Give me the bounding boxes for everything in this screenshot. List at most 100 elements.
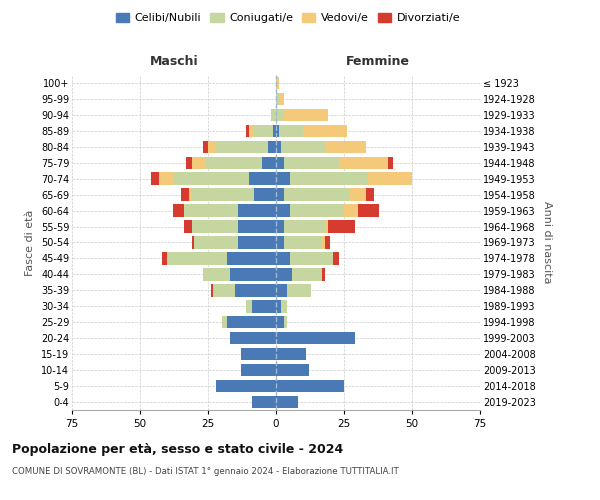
Bar bbox=[203, 268, 230, 280]
Bar bbox=[162, 252, 167, 264]
Bar bbox=[276, 268, 292, 280]
Bar bbox=[287, 284, 311, 296]
Bar bbox=[344, 204, 358, 217]
Bar bbox=[216, 380, 276, 392]
Bar bbox=[322, 236, 325, 248]
Bar bbox=[208, 140, 216, 153]
Y-axis label: Fasce di età: Fasce di età bbox=[25, 210, 35, 276]
Bar bbox=[284, 236, 322, 248]
Bar bbox=[284, 220, 325, 233]
Bar bbox=[216, 140, 268, 153]
Bar bbox=[191, 156, 205, 169]
Bar bbox=[279, 92, 284, 105]
Bar bbox=[167, 252, 227, 264]
Bar bbox=[325, 140, 366, 153]
Bar bbox=[276, 236, 284, 248]
Bar bbox=[276, 316, 284, 328]
Bar bbox=[251, 300, 276, 312]
Bar bbox=[221, 316, 227, 328]
Bar bbox=[191, 188, 254, 201]
Text: Maschi: Maschi bbox=[149, 56, 199, 68]
Bar bbox=[249, 172, 276, 185]
Bar bbox=[328, 220, 355, 233]
Bar bbox=[159, 172, 173, 185]
Bar bbox=[227, 316, 276, 328]
Bar bbox=[241, 364, 276, 376]
Bar bbox=[181, 188, 189, 201]
Y-axis label: Anni di nascita: Anni di nascita bbox=[542, 201, 553, 284]
Bar bbox=[251, 396, 276, 408]
Bar bbox=[238, 220, 276, 233]
Bar bbox=[290, 204, 344, 217]
Bar bbox=[276, 124, 279, 137]
Bar bbox=[290, 172, 368, 185]
Text: Femmine: Femmine bbox=[346, 56, 410, 68]
Bar bbox=[246, 300, 251, 312]
Bar bbox=[273, 124, 276, 137]
Bar bbox=[281, 140, 325, 153]
Bar bbox=[276, 300, 281, 312]
Bar bbox=[284, 316, 287, 328]
Bar bbox=[191, 236, 194, 248]
Bar bbox=[184, 220, 191, 233]
Bar bbox=[284, 188, 349, 201]
Bar bbox=[227, 252, 276, 264]
Bar bbox=[276, 348, 306, 360]
Bar bbox=[238, 236, 276, 248]
Bar bbox=[333, 252, 338, 264]
Bar bbox=[276, 108, 284, 121]
Bar bbox=[191, 220, 238, 233]
Bar bbox=[211, 284, 214, 296]
Bar bbox=[388, 156, 393, 169]
Bar bbox=[186, 156, 191, 169]
Bar bbox=[276, 77, 279, 89]
Bar bbox=[276, 204, 290, 217]
Bar bbox=[271, 108, 276, 121]
Bar bbox=[358, 204, 379, 217]
Bar bbox=[276, 364, 308, 376]
Bar bbox=[338, 156, 388, 169]
Bar bbox=[276, 380, 344, 392]
Bar bbox=[230, 332, 276, 344]
Bar bbox=[230, 268, 276, 280]
Text: Popolazione per età, sesso e stato civile - 2024: Popolazione per età, sesso e stato civil… bbox=[12, 442, 343, 456]
Bar bbox=[366, 188, 374, 201]
Legend: Celibi/Nubili, Coniugati/e, Vedovi/e, Divorziati/e: Celibi/Nubili, Coniugati/e, Vedovi/e, Di… bbox=[112, 8, 464, 28]
Bar bbox=[249, 124, 254, 137]
Bar bbox=[276, 396, 298, 408]
Bar bbox=[276, 284, 287, 296]
Bar bbox=[184, 204, 238, 217]
Bar bbox=[203, 140, 208, 153]
Bar bbox=[325, 236, 331, 248]
Bar bbox=[214, 284, 235, 296]
Bar bbox=[254, 124, 273, 137]
Bar bbox=[276, 92, 279, 105]
Bar bbox=[276, 252, 290, 264]
Bar bbox=[235, 284, 276, 296]
Bar bbox=[281, 300, 287, 312]
Bar bbox=[322, 268, 325, 280]
Bar bbox=[284, 108, 328, 121]
Bar bbox=[276, 140, 281, 153]
Text: COMUNE DI SOVRAMONTE (BL) - Dati ISTAT 1° gennaio 2024 - Elaborazione TUTTITALIA: COMUNE DI SOVRAMONTE (BL) - Dati ISTAT 1… bbox=[12, 468, 399, 476]
Bar bbox=[189, 188, 191, 201]
Bar bbox=[262, 156, 276, 169]
Bar bbox=[303, 124, 347, 137]
Bar bbox=[254, 188, 276, 201]
Bar bbox=[325, 220, 328, 233]
Bar bbox=[349, 188, 366, 201]
Bar bbox=[368, 172, 412, 185]
Bar bbox=[268, 140, 276, 153]
Bar bbox=[290, 252, 333, 264]
Bar bbox=[241, 348, 276, 360]
Bar bbox=[276, 220, 284, 233]
Bar bbox=[173, 204, 184, 217]
Bar bbox=[284, 156, 338, 169]
Bar bbox=[238, 204, 276, 217]
Bar bbox=[292, 268, 322, 280]
Bar bbox=[205, 156, 262, 169]
Bar bbox=[246, 124, 249, 137]
Bar bbox=[173, 172, 249, 185]
Bar bbox=[151, 172, 159, 185]
Bar bbox=[276, 188, 284, 201]
